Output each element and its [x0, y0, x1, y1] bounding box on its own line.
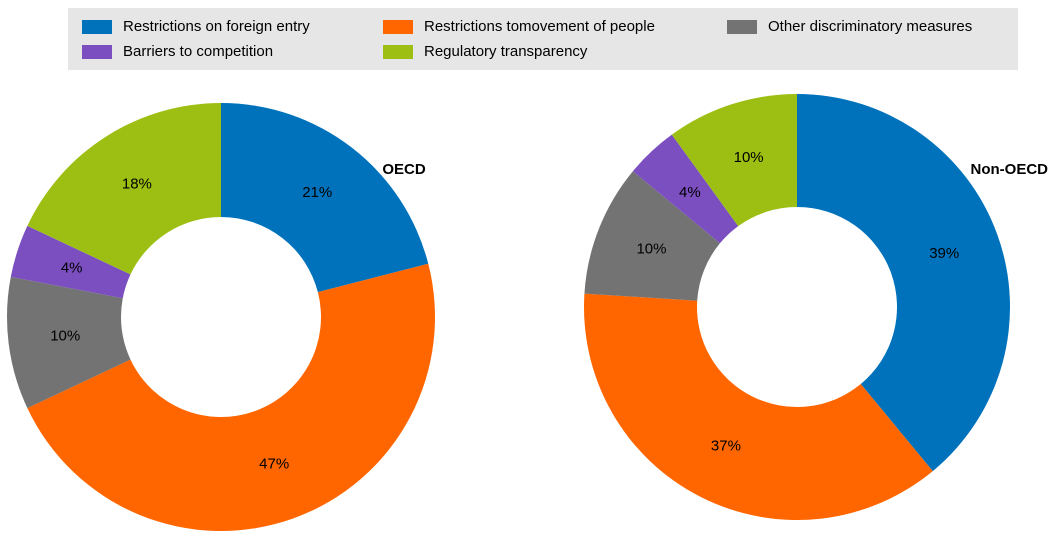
- legend-box: [68, 8, 1018, 70]
- donut-slice: [7, 276, 131, 409]
- legend-swatch: [383, 45, 413, 59]
- data-label: 21%: [302, 184, 332, 201]
- donut-slice: [797, 94, 1011, 472]
- donut-slice: [632, 134, 739, 244]
- legend-label: Barriers to competition: [123, 43, 273, 60]
- donut-slice: [584, 293, 933, 520]
- data-label: 10%: [636, 240, 666, 257]
- legend-label: Other discriminatory measures: [768, 18, 972, 35]
- chart-title: OECD: [382, 161, 426, 178]
- legend-swatch: [82, 20, 112, 34]
- legend-label: Restrictions tomovement of people: [424, 18, 655, 35]
- data-label: 47%: [259, 456, 289, 473]
- donut-slice: [584, 171, 720, 301]
- donut-slice: [27, 263, 436, 532]
- legend-swatch: [82, 45, 112, 59]
- data-label: 10%: [734, 149, 764, 166]
- donut-slice: [671, 94, 797, 227]
- donut-slice: [221, 103, 429, 293]
- chart-title: Non-OECD: [971, 161, 1049, 178]
- data-label: 39%: [929, 245, 959, 262]
- legend-swatch: [383, 20, 413, 34]
- data-label: 37%: [711, 437, 741, 454]
- legend-label: Restrictions on foreign entry: [123, 18, 310, 35]
- data-label: 4%: [61, 259, 83, 276]
- legend-label: Regulatory transparency: [424, 43, 588, 60]
- data-label: 18%: [122, 175, 152, 192]
- donut-slice: [10, 225, 131, 299]
- data-label: 4%: [679, 184, 701, 201]
- donut-slice: [27, 103, 222, 275]
- legend-swatch: [727, 20, 757, 34]
- data-label: 10%: [50, 328, 80, 345]
